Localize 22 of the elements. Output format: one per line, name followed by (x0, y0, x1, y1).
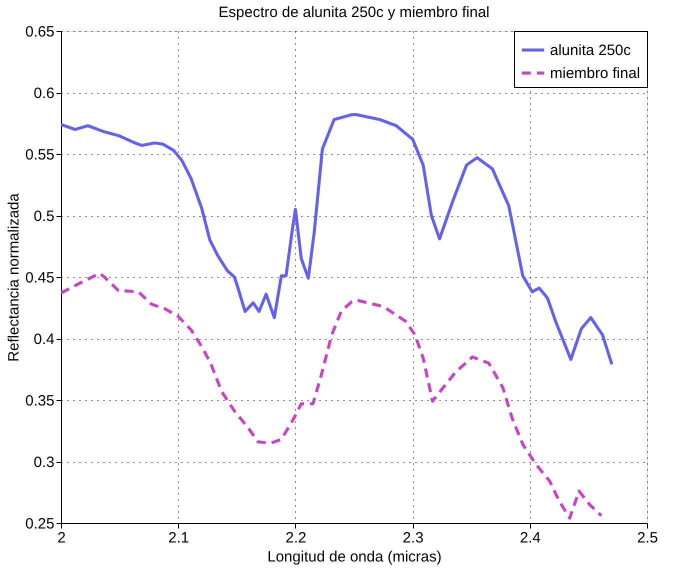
y-axis-title: Reflectancia normalizada (5, 192, 22, 362)
y-tick-label: 0.65 (25, 24, 54, 40)
x-tick-label: 2.2 (285, 530, 306, 546)
x-tick-label: 2.5 (637, 530, 658, 546)
x-tick-label: 2.1 (168, 530, 190, 546)
y-tick-label: 0.5 (34, 208, 54, 225)
line-series (61, 272, 603, 520)
chart-title: Espectro de alunita 250c y miembro final (218, 4, 490, 21)
y-tick-label: 0.35 (25, 392, 54, 410)
y-tick-label: 0.55 (25, 146, 54, 164)
x-axis-title: Longitud de onda (micras) (267, 548, 442, 566)
y-tick-label: 0.6 (34, 85, 54, 102)
y-tick-label: 0.4 (34, 331, 54, 348)
y-tick-label: 0.25 (25, 516, 54, 532)
x-tick-label: 2.3 (402, 530, 424, 546)
legend-label: miembro final (550, 65, 640, 82)
x-tick-label: 2.4 (520, 530, 541, 546)
legend-label: alunita 250c (550, 42, 632, 59)
x-tick-label: 2 (57, 530, 66, 546)
line-series (61, 113, 614, 366)
y-tick-label: 0.45 (25, 270, 54, 286)
y-tick-label: 0.3 (34, 454, 54, 471)
